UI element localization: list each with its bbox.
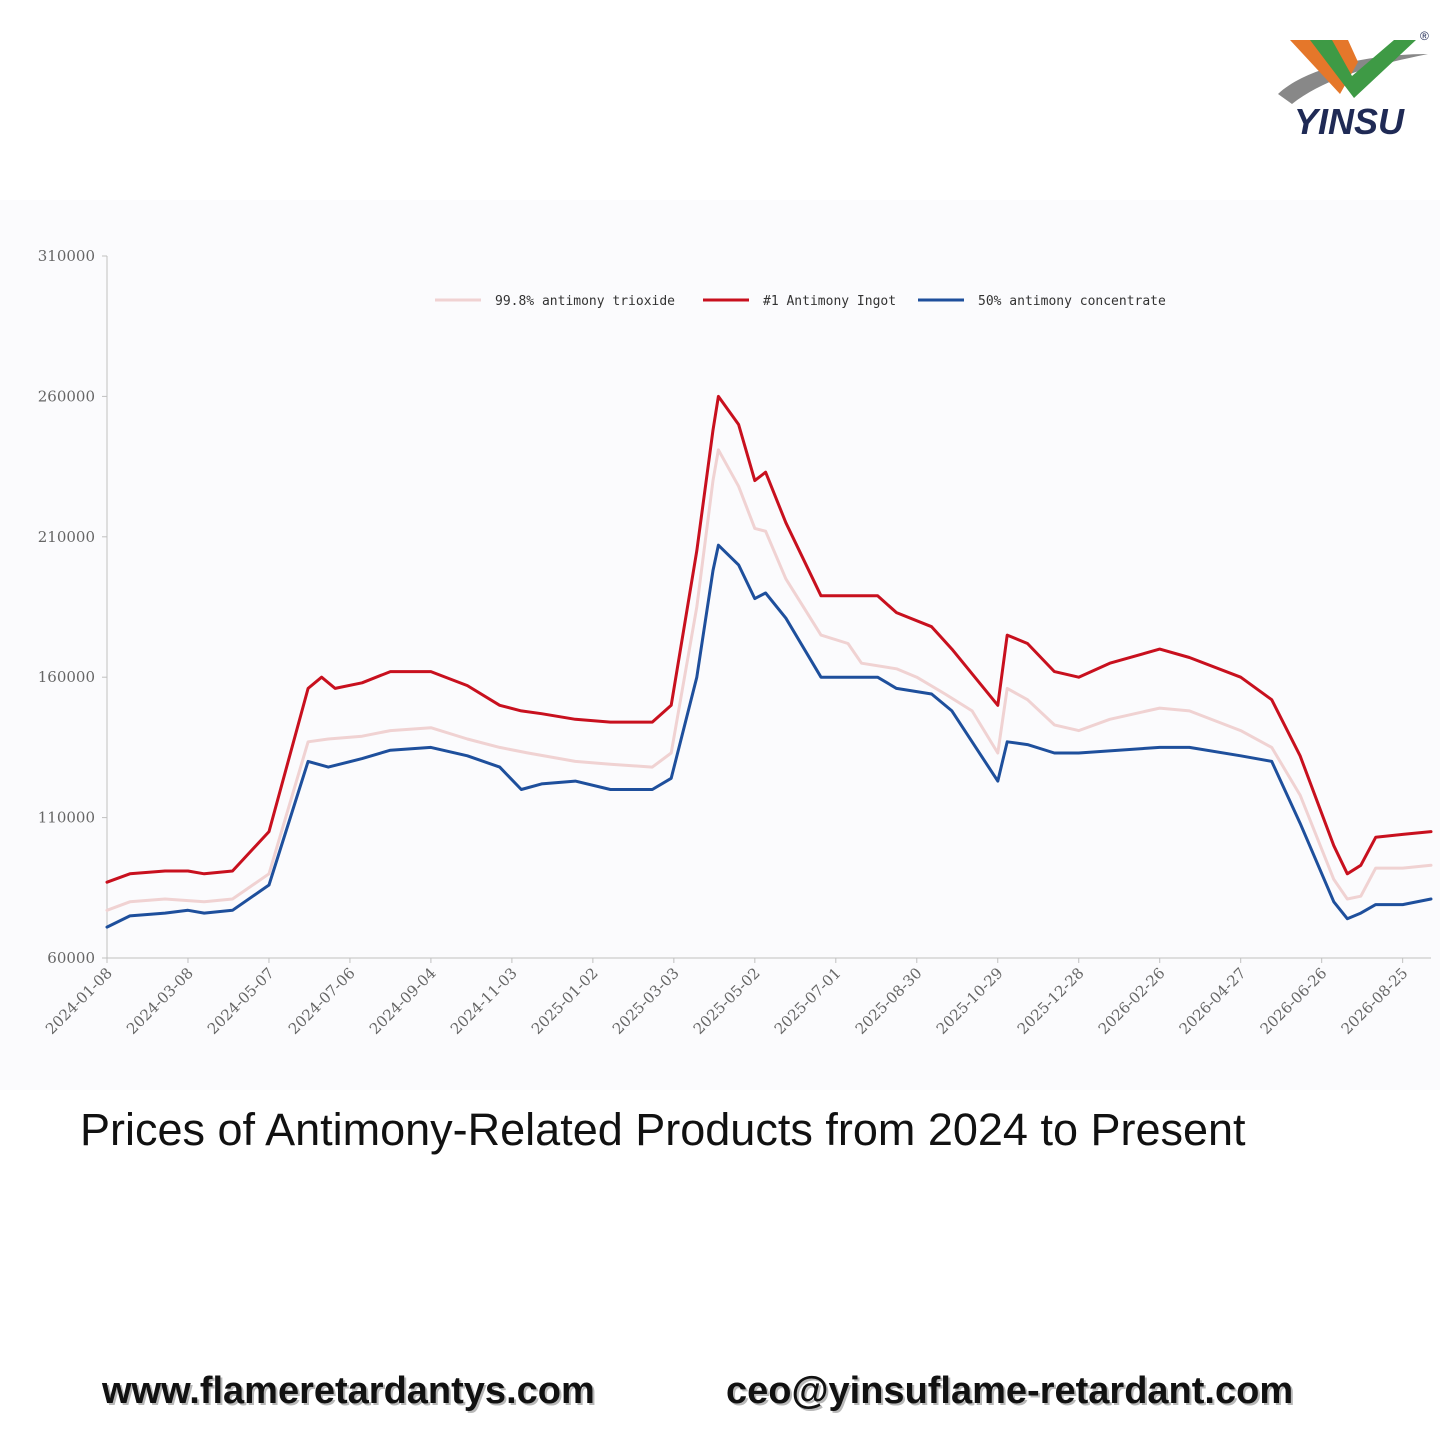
y-tick-label: 160000 <box>38 668 95 686</box>
legend-label-1: 99.8% antimony trioxide <box>495 294 675 309</box>
x-tick-label: 2025-07-01 <box>771 964 845 1038</box>
x-tick-label: 2024-05-07 <box>204 964 278 1038</box>
footer-email-link[interactable]: ceo@yinsuflame-retardant.com <box>726 1370 1294 1412</box>
series-line-2 <box>105 394 1433 884</box>
x-tick-label: 2025-03-03 <box>609 964 683 1038</box>
x-tick-label: 2025-05-02 <box>690 964 764 1038</box>
x-tick-label: 2026-04-27 <box>1176 964 1250 1038</box>
y-tick-label: 110000 <box>38 809 95 827</box>
x-tick-label: 2026-08-25 <box>1338 964 1412 1038</box>
yinsu-logo: ® YINSU <box>1278 29 1429 142</box>
y-tick-label: 260000 <box>38 387 95 405</box>
footer-website-link[interactable]: www.flameretardantys.com <box>102 1370 595 1412</box>
x-tick-label: 2025-01-02 <box>528 964 602 1038</box>
legend-label-3: 50% antimony concentrate <box>978 294 1166 309</box>
x-tick-label: 2026-02-26 <box>1095 964 1169 1038</box>
legend-label-2: #1 Antimony Ingot <box>763 294 896 309</box>
x-tick-label: 2024-01-08 <box>42 964 116 1038</box>
x-tick-label: 2024-09-04 <box>366 964 440 1038</box>
price-line-chart: 310000260000210000160000110000600002024-… <box>38 247 1433 1038</box>
series-line-3 <box>105 543 1433 929</box>
x-tick-label: 2024-07-06 <box>285 964 359 1038</box>
logo-registered-mark: ® <box>1420 29 1429 43</box>
logo-green-check-icon <box>1310 40 1416 98</box>
x-tick-label: 2025-12-28 <box>1014 964 1088 1038</box>
x-tick-label: 2025-08-30 <box>852 964 926 1038</box>
y-tick-label: 310000 <box>38 247 95 265</box>
logo-brand-name: YINSU <box>1294 101 1405 142</box>
x-tick-label: 2024-11-03 <box>447 964 521 1038</box>
x-tick-label: 2024-03-08 <box>123 964 197 1038</box>
chart-caption: Prices of Antimony-Related Products from… <box>80 1104 1246 1155</box>
series-line-1 <box>105 448 1433 912</box>
x-tick-label: 2025-10-29 <box>933 964 1007 1038</box>
chart-panel: 310000 260000 210000 160000 110000 60000 2024-… <box>0 200 1440 1090</box>
y-tick-label: 210000 <box>38 528 95 546</box>
x-tick-label: 2026-06-26 <box>1257 964 1331 1038</box>
y-tick-label: 60000 <box>47 949 95 967</box>
